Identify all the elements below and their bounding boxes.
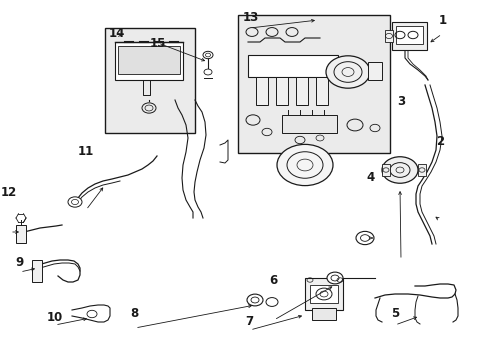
Bar [105, 28, 195, 133]
Text: 14: 14 [108, 27, 124, 40]
Text: 12: 12 [0, 186, 17, 199]
Text: 9: 9 [16, 256, 23, 269]
Circle shape [203, 69, 212, 75]
Text: 1: 1 [438, 14, 446, 27]
Circle shape [265, 298, 278, 306]
Circle shape [276, 144, 332, 186]
Bar [32, 260, 42, 282]
Bar [115, 42, 183, 80]
Circle shape [326, 272, 342, 284]
Bar [256, 77, 267, 105]
Bar [395, 26, 422, 44]
Circle shape [205, 53, 210, 57]
Text: 15: 15 [149, 37, 165, 50]
Text: 3: 3 [396, 95, 404, 108]
Bar [275, 77, 287, 105]
Bar [417, 164, 425, 176]
Bar [295, 77, 307, 105]
Bar [238, 15, 389, 153]
Circle shape [203, 51, 213, 59]
Bar [16, 225, 26, 243]
Bar [384, 30, 392, 42]
Text: 8: 8 [130, 307, 138, 320]
Bar [367, 62, 381, 80]
Bar [311, 308, 335, 320]
Circle shape [68, 197, 82, 207]
Bar [309, 285, 337, 303]
Text: 11: 11 [77, 145, 94, 158]
Text: 6: 6 [269, 274, 277, 287]
Text: 13: 13 [242, 11, 258, 24]
Circle shape [325, 56, 369, 88]
Bar [118, 46, 180, 74]
Circle shape [381, 157, 417, 183]
Bar [381, 164, 389, 176]
Circle shape [246, 294, 263, 306]
Bar [282, 115, 336, 133]
Bar [305, 278, 342, 310]
Text: 2: 2 [435, 135, 443, 148]
Text: 5: 5 [390, 307, 398, 320]
Text: 10: 10 [46, 311, 63, 324]
Bar [247, 55, 337, 77]
Text: 4: 4 [366, 171, 374, 184]
Bar [391, 22, 426, 50]
Text: 7: 7 [245, 315, 253, 328]
Circle shape [355, 231, 373, 245]
Bar [315, 77, 327, 105]
